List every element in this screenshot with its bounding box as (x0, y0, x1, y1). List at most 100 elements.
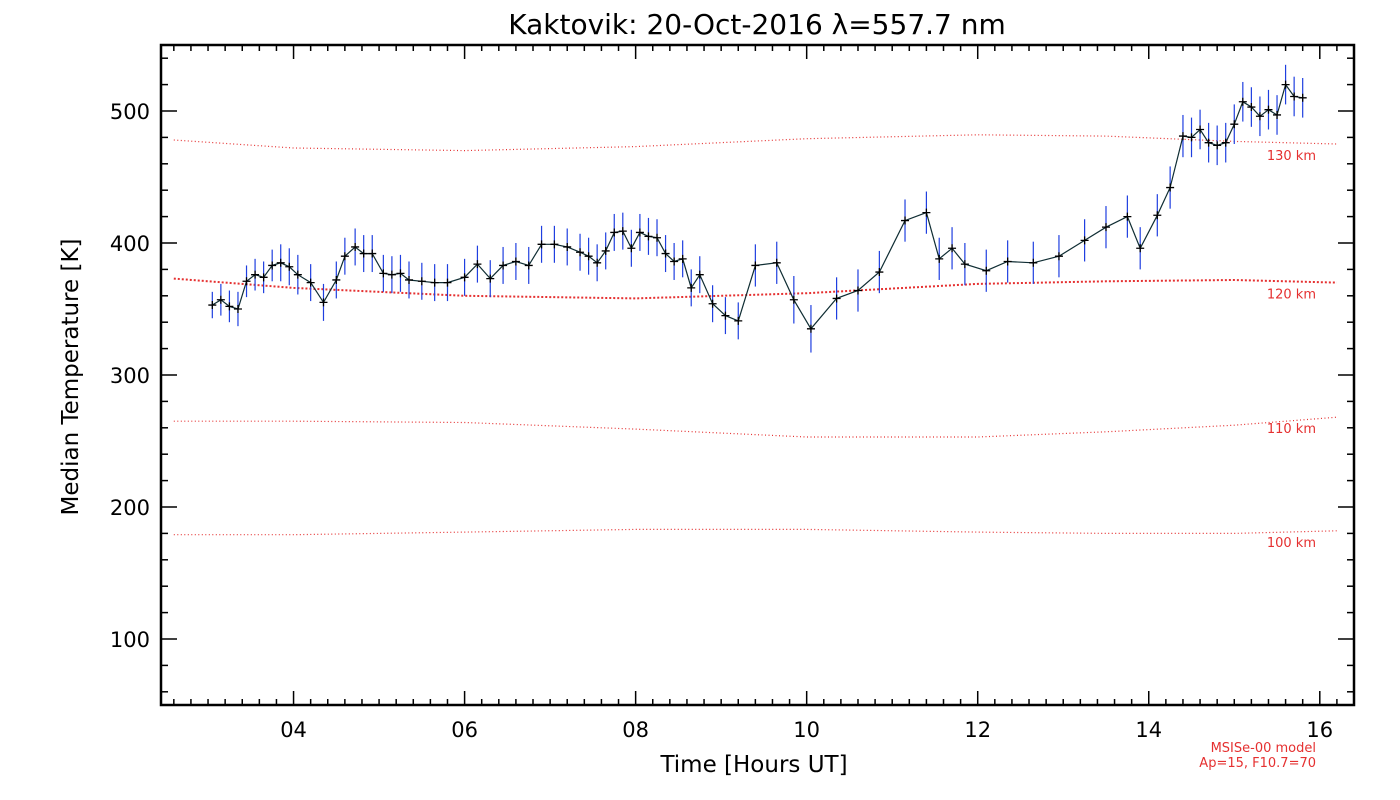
data-point (734, 316, 743, 325)
data-point (359, 249, 368, 258)
data-point (708, 299, 717, 308)
x-tick-label: 10 (793, 718, 820, 742)
data-point (653, 233, 662, 242)
data-point (216, 295, 225, 304)
data-point (1080, 236, 1089, 245)
data-point (351, 242, 360, 251)
data-point (524, 261, 533, 270)
data-point (644, 232, 653, 241)
data-point (268, 261, 277, 270)
model-curve-130km (173, 134, 1337, 152)
model-note-line-1: MSISe-00 model (1211, 741, 1316, 756)
data-point (1196, 125, 1205, 134)
data-point (772, 258, 781, 267)
data-point (1204, 138, 1213, 147)
data-point (276, 258, 285, 267)
data-point (251, 270, 260, 279)
y-tick-label: 500 (110, 100, 150, 124)
axis-ticks-layer: 04 06 08 10 12 14 16 100 200 300 400 500 (110, 45, 1354, 742)
data-point (593, 258, 602, 267)
data-point (1230, 120, 1239, 129)
data-point (1213, 141, 1222, 150)
x-tick-label: 04 (280, 718, 307, 742)
data-point (627, 244, 636, 253)
y-tick-label: 200 (110, 496, 150, 520)
model-curve-label: 110 km (1267, 422, 1316, 437)
data-point (661, 249, 670, 258)
data-point (1247, 103, 1256, 112)
data-point (1153, 211, 1162, 220)
data-point (1187, 133, 1196, 142)
data-point (499, 261, 508, 270)
data-point (601, 246, 610, 255)
data-point (721, 311, 730, 320)
data-point (208, 301, 217, 310)
data-point (853, 286, 862, 295)
data-point (293, 270, 302, 279)
data-point (396, 269, 405, 278)
data-point (751, 261, 760, 270)
x-tick-label: 08 (622, 718, 649, 742)
data-point (1238, 97, 1247, 106)
data-point (948, 244, 957, 253)
data-point (259, 273, 268, 282)
data-point (319, 298, 328, 307)
data-point (233, 305, 242, 313)
series-line (211, 83, 1303, 330)
data-point (806, 324, 815, 333)
y-tick-label: 300 (110, 364, 150, 388)
data-point (678, 254, 687, 263)
data-point (443, 278, 452, 287)
chart-title: Kaktovik: 20-Oct-2016 λ=557.7 nm (508, 8, 1006, 41)
x-tick-label: 14 (1135, 718, 1162, 742)
x-tick-label: 12 (964, 718, 991, 742)
data-point (1178, 132, 1187, 141)
data-point (430, 278, 439, 287)
data-point (610, 228, 619, 237)
data-point (242, 277, 251, 286)
model-curve-110km (173, 416, 1337, 438)
model-curve-label: 120 km (1267, 288, 1316, 303)
data-point (687, 283, 696, 292)
data-point (332, 275, 341, 284)
data-point (511, 257, 520, 266)
data-point (1290, 92, 1299, 101)
data-point (960, 260, 969, 269)
data-point (618, 227, 627, 236)
model-curve-label: 130 km (1267, 149, 1316, 164)
data-point (875, 268, 884, 277)
data-point (537, 240, 546, 249)
y-axis-label: Median Temperature [K] (58, 239, 84, 516)
data-point (1101, 223, 1110, 232)
data-point (460, 273, 469, 282)
data-point (1221, 138, 1230, 147)
data-point (695, 270, 704, 279)
data-point (1054, 252, 1063, 261)
data-point (1029, 258, 1038, 267)
data-point (1273, 110, 1282, 119)
data-point (550, 240, 559, 249)
model-curve-label: 100 km (1267, 536, 1316, 551)
y-tick-label: 400 (110, 232, 150, 256)
data-point (1123, 212, 1132, 221)
data-point (584, 252, 593, 261)
data-point (1003, 257, 1012, 266)
x-tick-label: 16 (1306, 718, 1333, 742)
data-point (832, 294, 841, 303)
data-point (563, 242, 572, 251)
data-point (1255, 112, 1264, 121)
data-point (922, 208, 931, 217)
data-point (576, 248, 585, 257)
model-curve-100km (173, 528, 1337, 536)
model-note-line-2: Ap=15, F10.7=70 (1199, 756, 1316, 771)
data-point (1166, 183, 1175, 192)
data-point (935, 254, 944, 263)
data-point (982, 266, 991, 275)
data-point (417, 277, 426, 286)
data-point (285, 262, 294, 271)
data-layer (208, 64, 1307, 353)
data-point (635, 228, 644, 237)
data-point (340, 252, 349, 261)
data-point (486, 274, 495, 283)
